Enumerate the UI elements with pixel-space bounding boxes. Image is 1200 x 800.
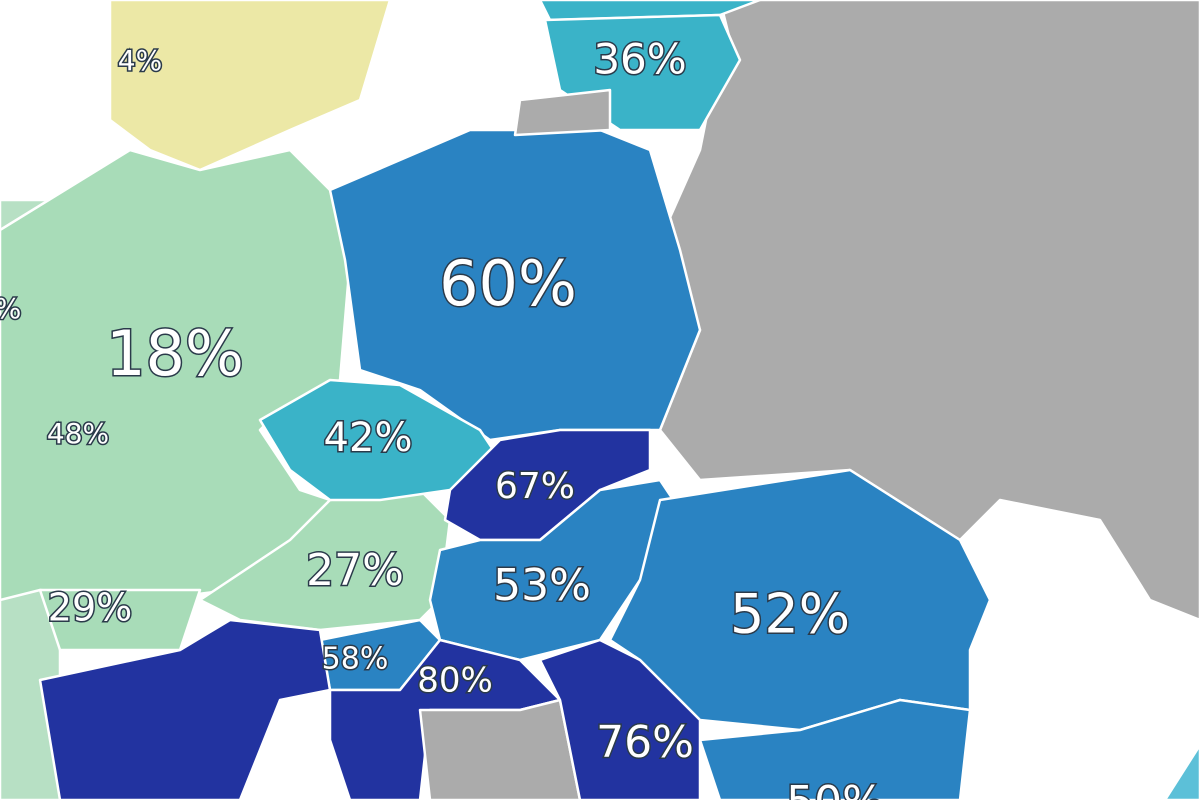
- region-label: 50%: [786, 777, 884, 800]
- region-italy: [38, 618, 332, 800]
- sea-black: [960, 540, 1200, 800]
- region-denmark: [108, 0, 392, 172]
- labels: 4% 36% 60% 18%% 48% 42% 67% 27% 53% 52% 29% 58% 80% 7…: [0, 33, 885, 800]
- region-label: %: [0, 292, 21, 325]
- region-label: 4%: [118, 44, 162, 77]
- region-label: 80%: [417, 661, 493, 701]
- region-label: 36%: [593, 35, 686, 84]
- region-label: 18%: [106, 317, 244, 390]
- region-kaliningrad: [513, 88, 612, 137]
- region-label: 58%: [322, 642, 389, 677]
- region-bulgaria: [698, 698, 972, 800]
- region-label: 48%: [47, 417, 109, 450]
- region-label: 27%: [306, 545, 404, 596]
- region-serbia: [538, 638, 702, 800]
- region-label: 52%: [730, 583, 850, 646]
- region-slovakia: [443, 428, 652, 542]
- region-turkey: [1163, 743, 1200, 800]
- region-bosnia: [418, 698, 582, 800]
- region-label: 60%: [439, 247, 577, 320]
- sea-adriatic: [240, 700, 350, 800]
- region-label: 53%: [493, 560, 591, 611]
- region-label: 67%: [495, 466, 575, 507]
- region-label: 29%: [48, 586, 132, 630]
- region-label: 42%: [324, 415, 413, 461]
- region-label: 76%: [596, 717, 694, 768]
